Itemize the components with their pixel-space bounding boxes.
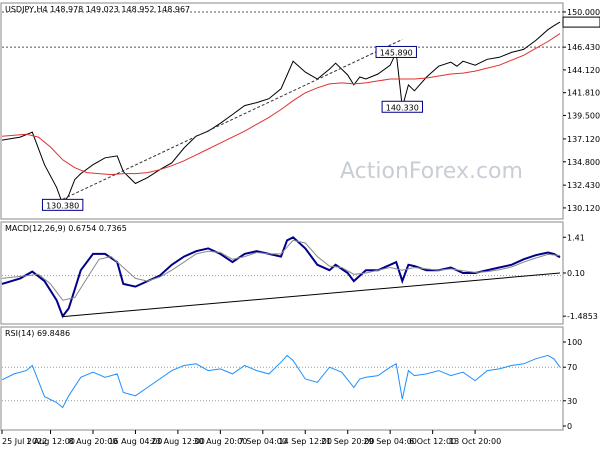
rsi-y-tick-label: 30 [567, 397, 577, 406]
price-y-tick-label: 139.500 [567, 111, 600, 120]
price-annotation-label: 130.380 [46, 201, 79, 210]
price-annotation-box [375, 45, 417, 58]
price-panel: ActionForex.com USDJPY,H4 148.978 149.02… [0, 2, 600, 220]
x-tick-label: 21 Sep 20:00 [321, 437, 374, 446]
price-annotation-label: 140.330 [386, 103, 419, 112]
macd-y-tick-label: 1.41 [567, 233, 585, 242]
macd-header: MACD(12,26,9) 0.6754 0.7365 [5, 224, 127, 233]
x-tick-label: 13 Oct 20:00 [449, 437, 501, 446]
rsi-series-rsi [1, 354, 561, 409]
x-tick-label: 29 Sep 04:00 [363, 437, 416, 446]
price-y-tick-label: 130.120 [567, 204, 600, 213]
rsi-header: RSI(14) 69.8486 [5, 329, 70, 338]
macd-y-tick-label: -1.4853 [567, 312, 598, 321]
x-tick-label: 7 Sep 04:00 [239, 437, 287, 446]
price-annotation-box [381, 100, 424, 113]
rsi-y-tick-label: 0 [567, 422, 572, 431]
price-panel-frame [0, 2, 564, 220]
price-y-tick-label: 150.000 [567, 8, 600, 17]
rsi-panel-frame [0, 326, 564, 431]
x-tick-label: 8 Aug 20:00 [69, 437, 118, 446]
macd-series-signal [1, 239, 561, 301]
macd-series-macd [1, 236, 561, 319]
x-tick-label: 16 Aug 04:00 [108, 437, 162, 446]
price-y-tick-label: 132.430 [567, 181, 600, 190]
macd-panel: MACD(12,26,9) 0.6754 0.7365 1.41 0.10 -1.4… [0, 221, 598, 325]
price-header: USDJPY,H4 148.978 149.023 148.952 148.96… [5, 5, 190, 14]
price-annotation-label: 145.890 [380, 48, 413, 57]
price-series-ema [1, 33, 561, 176]
x-tick-label: 30 Aug 20:00 [193, 437, 247, 446]
price-annotation-box [41, 198, 84, 211]
x-tick-label: 6 Oct 12:00 [409, 437, 456, 446]
x-tick-label: 25 Jul 2022 [2, 437, 47, 446]
watermark: ActionForex.com [340, 159, 523, 184]
price-y-tick-label: 137.120 [567, 135, 600, 144]
price-y-tick-label: 146.430 [567, 43, 600, 52]
price-y-tick-label: 144.120 [567, 66, 600, 75]
rsi-y-tick-label: 100 [567, 338, 582, 347]
x-tick-label: 23 Aug 12:00 [151, 437, 205, 446]
rsi-y-tick-label: 70 [567, 363, 577, 372]
price-series-price [1, 21, 561, 206]
rsi-panel: RSI(14) 69.8486 100 70 30 0 [0, 326, 582, 431]
x-tick-label: 1 Aug 12:00 [26, 437, 75, 446]
price-series-trendline [62, 39, 403, 200]
price-last-box [562, 16, 600, 28]
price-y-tick-label: 134.800 [567, 158, 600, 167]
macd-series-trendline [62, 272, 561, 318]
macd-y-tick-label: 0.10 [567, 269, 585, 278]
x-tick-label: 14 Sep 12:00 [279, 437, 332, 446]
price-y-tick-label: 141.810 [567, 89, 600, 98]
